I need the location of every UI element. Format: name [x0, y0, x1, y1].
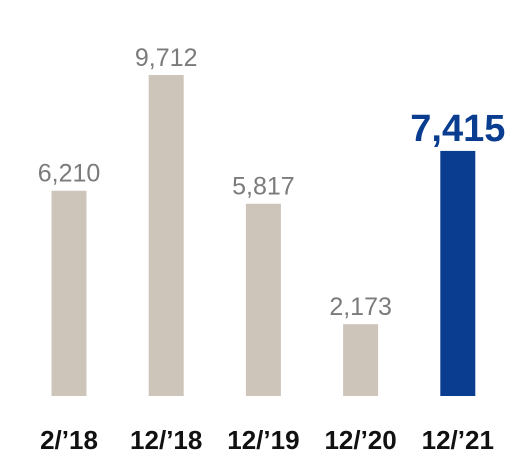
value-label: 7,415 — [410, 108, 505, 150]
x-tick-label: 12/’18 — [130, 425, 202, 455]
value-label: 2,173 — [329, 293, 392, 321]
x-tick-label: 12/’21 — [422, 425, 494, 455]
value-label: 5,817 — [232, 173, 295, 201]
x-tick-label: 12/’19 — [227, 425, 299, 455]
x-tick-label: 2/’18 — [40, 425, 98, 455]
bar — [148, 75, 184, 396]
bar — [51, 190, 87, 396]
x-tick-label: 12/’20 — [324, 425, 396, 455]
value-label: 9,712 — [135, 44, 198, 72]
value-label: 6,210 — [38, 160, 101, 188]
bar — [343, 324, 379, 396]
bar — [440, 150, 476, 396]
bar — [245, 203, 281, 396]
